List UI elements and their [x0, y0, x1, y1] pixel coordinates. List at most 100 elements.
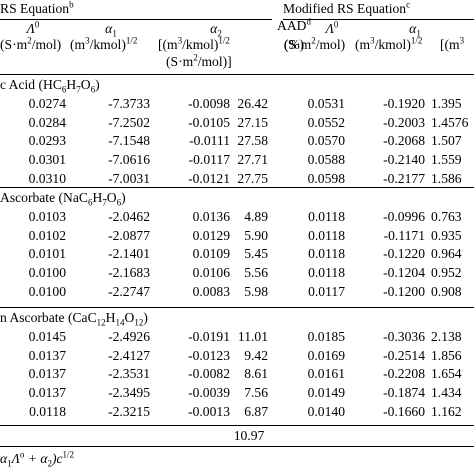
- table-cell: 0.763: [431, 209, 462, 224]
- table-cell: 5.45: [244, 246, 268, 262]
- table-cell: 0.952: [431, 265, 462, 281]
- table-cell: 0.0145: [28, 329, 66, 344]
- table-cell: 0.0118: [29, 403, 66, 419]
- table-cell: 1.507: [431, 133, 462, 149]
- table-cell: 0.0169: [307, 347, 345, 363]
- table-cell: -0.0105: [188, 114, 230, 130]
- col-alpha2-unit-2: (S·m2/mol)]: [166, 52, 232, 69]
- table-cell: 0.0161: [307, 366, 345, 382]
- table-cell: 0.0598: [307, 170, 345, 186]
- table-cell: -2.2747: [108, 283, 150, 299]
- table-cell: 0.935: [431, 227, 462, 243]
- table-cell: 1.654: [431, 366, 462, 382]
- table-cell: 0.964: [431, 246, 462, 262]
- table-cell: -7.3733: [108, 96, 150, 111]
- table-cell: 0.0185: [307, 329, 345, 344]
- table-cell: 1.856: [431, 347, 462, 363]
- table-cell: -7.1548: [108, 133, 150, 149]
- table-cell: 0.0102: [28, 227, 66, 243]
- table-cell: -0.0996: [383, 209, 425, 224]
- table-cell: -0.1920: [383, 96, 425, 111]
- table-cell: 0.0570: [307, 133, 345, 149]
- table-cell: 0.0117: [308, 283, 345, 299]
- table-cell: 0.0118: [308, 265, 345, 281]
- table-cell: -0.1660: [383, 403, 425, 419]
- table-cell: 0.0310: [28, 170, 66, 186]
- table-cell: 6.87: [244, 403, 268, 419]
- table-cell: -0.1220: [383, 246, 425, 262]
- table-cell: 0.0137: [28, 366, 66, 382]
- table-cell: -2.3495: [108, 385, 150, 401]
- table-cell: 11.01: [237, 329, 268, 344]
- table-cell: -0.2140: [383, 152, 425, 168]
- table-cell: 27.58: [237, 133, 268, 149]
- table-cell: -0.0121: [188, 170, 230, 186]
- table-cell: -0.0123: [188, 347, 230, 363]
- table-cell: -0.0039: [188, 385, 230, 401]
- table-cell: -0.1204: [383, 265, 425, 281]
- table-cell: 0.0284: [28, 114, 66, 130]
- left-group-underline: [0, 19, 272, 20]
- table-cell: 0.0129: [192, 227, 230, 243]
- header-bottom-rule: [0, 74, 474, 75]
- col-alpha1-mod-unit: (m3/kmol)1/2: [355, 35, 423, 52]
- table-cell: 9.42: [244, 347, 268, 363]
- col-alpha1-mod-name: α1: [409, 21, 421, 39]
- table-cell: 0.0531: [307, 96, 345, 111]
- table-cell: -0.1171: [383, 227, 425, 243]
- group-title: Ascorbate (NaC6H7O6): [0, 190, 126, 208]
- table-cell: 1.434: [431, 385, 462, 401]
- table-cell: -7.0616: [108, 152, 150, 168]
- group-title: c Acid (HC6H7O6): [0, 77, 100, 95]
- table-cell: 0.0106: [192, 265, 230, 281]
- table-cell: -2.4127: [108, 347, 150, 363]
- table-cell: -0.3036: [383, 329, 425, 344]
- table-cell: 0.0588: [307, 152, 345, 168]
- col-aad-name: AADd: [277, 16, 311, 33]
- table-cell: -2.1683: [108, 265, 150, 281]
- table-cell: -0.0191: [188, 329, 230, 344]
- table-cell: -0.0013: [188, 403, 230, 419]
- table-cell: -0.1200: [383, 283, 425, 299]
- table-cell: -0.2177: [383, 170, 425, 186]
- table-cell: 0.0100: [28, 283, 66, 299]
- table-cell: -0.2514: [383, 347, 425, 363]
- table-cell: 0.908: [431, 283, 462, 299]
- table-cell: 27.15: [237, 114, 268, 130]
- total-aad: 10.97: [233, 428, 265, 443]
- table-cell: 0.0083: [192, 283, 230, 299]
- table-cell: 1.395: [431, 96, 462, 111]
- group-title: n Ascorbate (CaC12H14O12): [0, 310, 148, 328]
- table-cell: 0.0118: [308, 246, 345, 262]
- col-alpha2-mod-unit: [(m3: [440, 35, 465, 52]
- table-cell: -0.0117: [188, 152, 230, 168]
- col-alpha2-name: α2: [210, 21, 222, 39]
- footnote-formula: α1Λo + α2)c1/2: [0, 449, 75, 469]
- col-lambda0-name: Λ0: [26, 19, 40, 36]
- table-cell: 0.0118: [308, 227, 345, 243]
- group-separator-rule: [0, 307, 474, 308]
- summary-top-rule: [0, 425, 474, 426]
- table-cell: 0.0101: [28, 246, 66, 262]
- table-cell: 5.56: [244, 265, 268, 281]
- table-cell: 0.0136: [192, 209, 230, 224]
- table-cell: -7.0031: [108, 170, 150, 186]
- table-cell: 27.71: [237, 152, 268, 168]
- table-cell: -2.1401: [108, 246, 150, 262]
- col-alpha1-unit: (m3/kmol)1/2: [70, 35, 138, 52]
- table-cell: -2.4926: [108, 329, 150, 344]
- table-cell: 1.586: [431, 170, 462, 186]
- table-cell: 5.90: [244, 227, 268, 243]
- table-cell: 0.0293: [28, 133, 66, 149]
- table-cell: -0.1874: [383, 385, 425, 401]
- col-alpha1-name: α1: [105, 21, 117, 39]
- table-cell: -2.0877: [108, 227, 150, 243]
- table-cell: 1.559: [431, 152, 462, 168]
- table-cell: 1.4576: [431, 114, 469, 130]
- table-cell: 27.75: [237, 170, 268, 186]
- col-aad-unit: (%): [283, 37, 305, 52]
- rs-equation-header: RS Equationb: [0, 0, 74, 16]
- table-cell: -7.2502: [108, 114, 150, 130]
- table-cell: 0.0103: [28, 209, 66, 224]
